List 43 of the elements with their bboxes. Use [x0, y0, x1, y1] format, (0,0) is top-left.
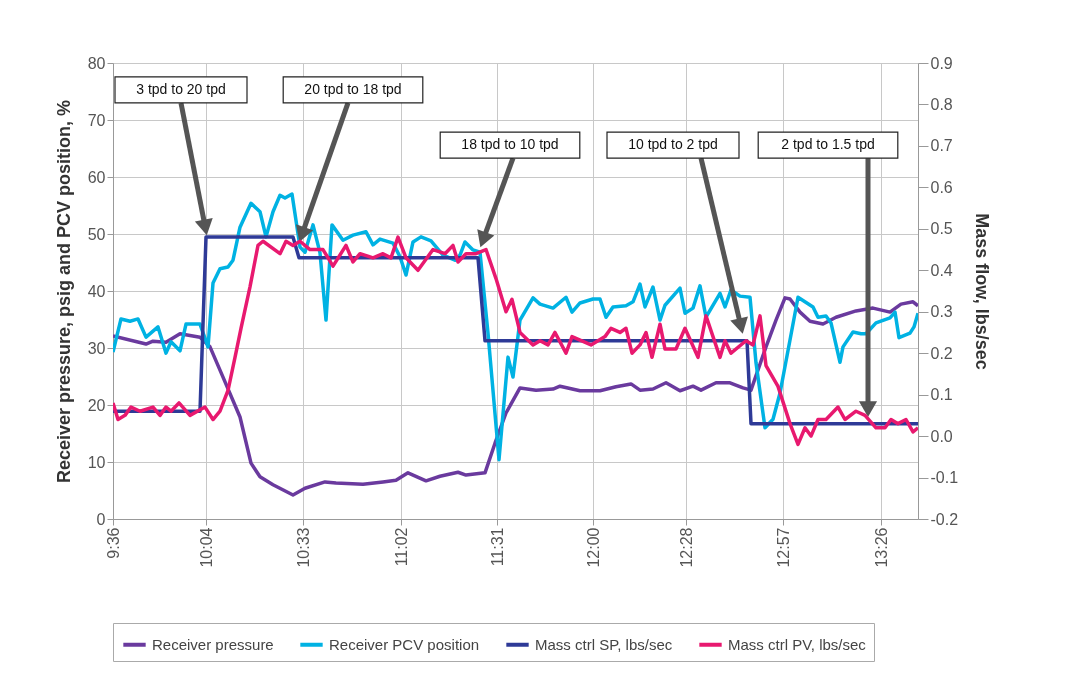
y-tick-label: 70: [87, 111, 106, 129]
annotation: 3 tpd to 20 tpd: [136, 80, 226, 97]
x-tick-label: 10:04: [197, 527, 215, 568]
y2-tick-label: 0.6: [930, 178, 953, 196]
annotation: 10 tpd to 2 tpd: [628, 136, 718, 153]
y-tick-label: 60: [87, 168, 106, 186]
annotation: 18 tpd to 10 tpd: [461, 136, 559, 153]
y2-axis-title: Mass flow, lbs/sec: [972, 213, 993, 370]
y2-tick-label: 0.0: [930, 427, 953, 445]
y-tick-label: 40: [87, 282, 106, 300]
y2-tick-label: 0.4: [930, 261, 953, 279]
y-axis-title: Receiver pressure, psig and PCV position, %: [53, 99, 74, 484]
line-series: [113, 296, 918, 497]
annotation: 20 tpd to 18 tpd: [304, 80, 402, 97]
x-tick-label: 12:00: [584, 527, 602, 568]
y2-tick-label: 0.2: [930, 344, 953, 362]
y2-tick-label: 0.9: [930, 54, 953, 72]
y-tick-label: 10: [87, 453, 106, 471]
y2-tick-label: -0.1: [930, 469, 959, 487]
x-tick-label: 12:57: [774, 527, 792, 568]
y2-tick-label: 0.3: [930, 303, 953, 321]
y2-tick-label: 0.8: [930, 95, 953, 113]
y-tick-label: 20: [87, 396, 106, 414]
legend-label: Receiver pressure: [152, 635, 274, 653]
x-tick-label: 11:02: [392, 527, 410, 567]
x-tick-label: 9:36: [104, 527, 122, 559]
x-tick-label: 10:33: [294, 527, 312, 568]
legend-label: Mass ctrl PV, lbs/sec: [728, 635, 867, 653]
y-tick-label: 30: [87, 339, 106, 357]
annotation: 2 tpd to 1.5 tpd: [781, 136, 875, 153]
y-tick-label: 0: [96, 510, 106, 528]
legend-label: Receiver PCV position: [329, 635, 480, 653]
legend-label: Mass ctrl SP, lbs/sec: [535, 635, 673, 653]
y2-tick-label: 0.5: [930, 220, 953, 238]
y2-tick-label: 0.7: [930, 137, 953, 155]
y-tick-label: 80: [87, 54, 106, 72]
y2-tick-label: 0.1: [930, 386, 953, 404]
x-tick-label: 13:26: [872, 527, 890, 568]
y2-tick-label: -0.2: [930, 510, 959, 528]
y-tick-label: 50: [87, 225, 106, 243]
x-tick-label: 11:31: [488, 527, 506, 567]
x-tick-label: 12:28: [677, 527, 695, 568]
line-series: [113, 192, 918, 462]
